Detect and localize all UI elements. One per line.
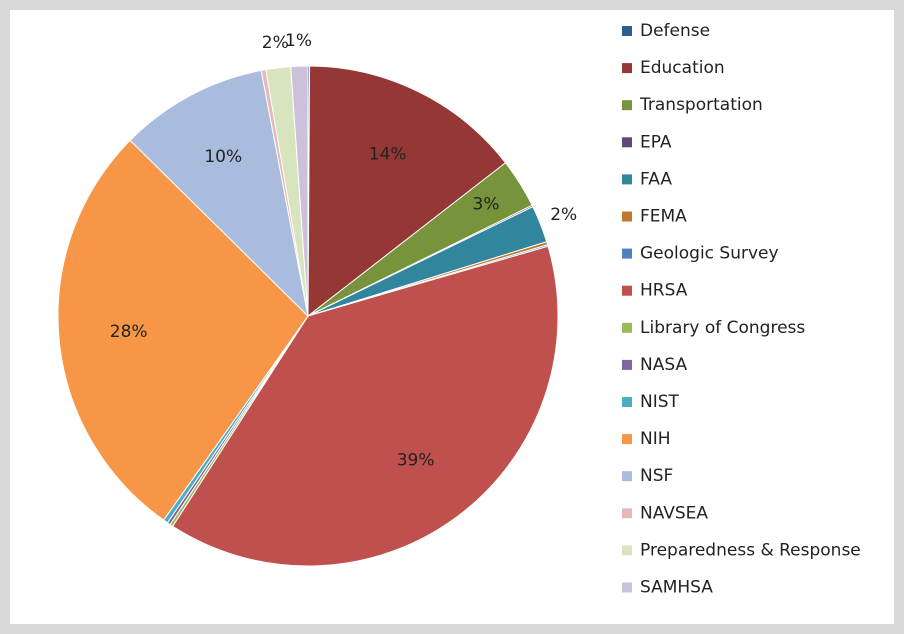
data-label: 10% — [204, 147, 242, 167]
legend-swatch — [622, 100, 632, 111]
pie-slice — [172, 245, 559, 567]
legend-swatch — [622, 434, 632, 445]
legend-label: NIST — [640, 392, 680, 412]
legend-label: Library of Congress — [640, 318, 805, 338]
pie-slice — [307, 65, 507, 318]
data-label: 39% — [397, 450, 435, 470]
legend-swatch — [622, 471, 632, 482]
legend-swatch — [622, 211, 632, 222]
legend-swatch — [622, 174, 632, 185]
data-label: 14% — [369, 145, 407, 165]
pie-slice — [290, 65, 309, 317]
data-label: 2% — [262, 33, 289, 53]
legend-swatch — [622, 137, 632, 148]
data-label: 2% — [550, 205, 577, 225]
legend-swatch — [622, 545, 632, 556]
legend-swatch — [622, 63, 632, 74]
legend-swatch — [622, 359, 632, 370]
legend-swatch — [622, 322, 632, 333]
legend-label: Preparedness & Response — [640, 540, 861, 560]
legend-swatch — [622, 285, 632, 296]
legend-label: SAMHSA — [640, 578, 713, 598]
pie-slice — [129, 69, 309, 318]
legend-label: NIH — [640, 429, 671, 449]
data-label: 28% — [110, 322, 148, 342]
legend-swatch — [622, 248, 632, 259]
legend-label: NAVSEA — [640, 503, 708, 523]
legend-swatch — [622, 582, 632, 593]
legend-swatch — [622, 26, 632, 36]
pie-slice — [57, 139, 309, 521]
legend-label: Geologic Survey — [640, 244, 779, 264]
legend-swatch — [622, 508, 632, 519]
legend-swatch — [622, 397, 632, 407]
legend-label: EPA — [640, 132, 672, 152]
data-label: 1% — [285, 31, 312, 51]
legend-label: Education — [640, 58, 725, 78]
legend-label: Transportation — [639, 95, 763, 115]
legend-label: FAA — [640, 169, 672, 189]
legend-label: Defense — [640, 21, 710, 41]
data-label: 3% — [473, 195, 500, 215]
legend-label: FEMA — [640, 207, 687, 227]
legend-label: NASA — [640, 355, 687, 375]
legend-label: HRSA — [640, 281, 688, 301]
legend-label: NSF — [640, 466, 673, 486]
